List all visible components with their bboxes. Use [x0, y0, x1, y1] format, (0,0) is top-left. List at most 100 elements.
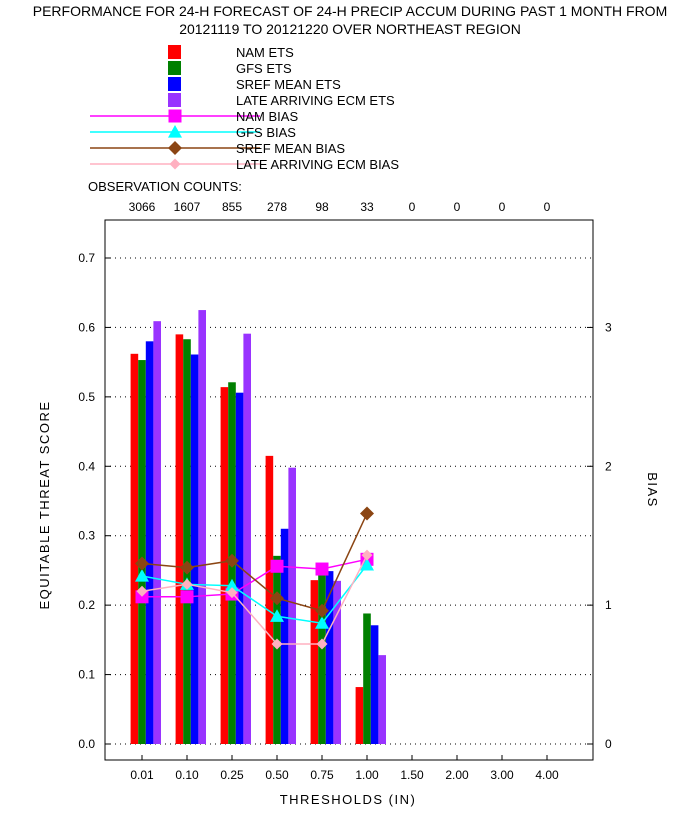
point-sref-mean-bias — [360, 506, 374, 521]
obs-count: 0 — [409, 200, 416, 214]
bar-nam-ets — [265, 455, 274, 744]
bar-sref-mean-ets — [235, 392, 244, 744]
x-tick-label: 0.01 — [130, 768, 154, 782]
y-tick-label: 0.7 — [78, 251, 95, 265]
obs-count: 0 — [544, 200, 551, 214]
point-nam-bias — [315, 562, 329, 576]
obs-count: 3066 — [129, 200, 156, 214]
y2-tick-label: 2 — [605, 459, 612, 473]
legend-label: SREF MEAN ETS — [236, 77, 341, 92]
line-late-arriving-ecm-bias — [141, 554, 368, 645]
legend-label: LATE ARRIVING ECM BIAS — [236, 157, 399, 172]
point-late-arriving-ecm-bias — [226, 587, 238, 599]
point-late-arriving-ecm-bias — [361, 549, 373, 561]
point-gfs-bias — [135, 568, 149, 582]
point-nam-bias — [180, 590, 194, 604]
point-gfs-bias — [315, 616, 329, 629]
bar-nam-ets — [175, 334, 184, 744]
line-sref-mean-bias — [141, 513, 368, 612]
bar-sref-mean-ets — [325, 571, 334, 744]
point-late-arriving-ecm-bias — [181, 578, 193, 590]
point-sref-mean-bias — [270, 591, 284, 606]
point-sref-mean-bias — [225, 553, 239, 568]
y2-tick-label: 1 — [605, 598, 612, 612]
y-tick-label: 0.3 — [78, 529, 95, 543]
bar-late-arriving-ecm-ets — [333, 580, 341, 744]
legend-marker-sref-mean-bias — [168, 141, 182, 155]
bar-late-arriving-ecm-ets — [198, 310, 206, 744]
legend-label: GFS ETS — [236, 61, 292, 76]
legend-swatch-sref-mean-ets — [168, 77, 181, 91]
obs-count: 0 — [499, 200, 506, 214]
legend-marker-gfs-bias — [168, 125, 182, 138]
legend-label: GFS BIAS — [236, 125, 296, 140]
y-tick-label: 0.2 — [78, 598, 95, 612]
point-nam-bias — [135, 590, 149, 604]
x-axis-label: THRESHOLDS (IN) — [280, 792, 417, 807]
x-tick-label: 1.00 — [355, 768, 379, 782]
bar-nam-ets — [355, 687, 364, 744]
legend-marker-nam-bias — [168, 109, 182, 123]
bar-sref-mean-ets — [370, 625, 379, 744]
bar-gfs-ets — [138, 360, 146, 744]
y-tick-label: 0.4 — [78, 459, 95, 473]
y-tick-label: 0.6 — [78, 320, 95, 334]
obs-count: 1607 — [174, 200, 201, 214]
bar-late-arriving-ecm-ets — [378, 655, 386, 744]
y-axis-label: EQUITABLE THREAT SCORE — [37, 400, 52, 609]
bar-nam-ets — [130, 353, 139, 744]
x-tick-label: 3.00 — [490, 768, 514, 782]
y-tick-label: 0.5 — [78, 390, 95, 404]
x-tick-label: 4.00 — [535, 768, 559, 782]
y-tick-label: 0.1 — [78, 668, 95, 682]
obs-count: 0 — [454, 200, 461, 214]
point-sref-mean-bias — [315, 603, 329, 618]
point-gfs-bias — [270, 609, 284, 622]
point-sref-mean-bias — [135, 556, 149, 571]
legend-label: NAM ETS — [236, 45, 294, 60]
bar-nam-ets — [310, 580, 319, 744]
bar-gfs-ets — [183, 339, 191, 744]
chart-title-line1: PERFORMANCE FOR 24-H FORECAST OF 24-H PR… — [32, 3, 668, 19]
x-tick-label: 0.50 — [265, 768, 289, 782]
bar-gfs-ets — [318, 573, 326, 744]
bar-sref-mean-ets — [145, 341, 154, 744]
legend-label: SREF MEAN BIAS — [236, 141, 345, 156]
y2-tick-label: 3 — [605, 320, 612, 334]
x-tick-label: 0.75 — [310, 768, 334, 782]
bar-late-arriving-ecm-ets — [288, 467, 296, 744]
legend-label: LATE ARRIVING ECM ETS — [236, 93, 395, 108]
bar-late-arriving-ecm-ets — [243, 333, 251, 744]
x-tick-label: 1.50 — [400, 768, 424, 782]
point-late-arriving-ecm-bias — [271, 638, 283, 650]
bar-nam-ets — [220, 387, 229, 744]
obs-count: 855 — [222, 200, 242, 214]
y2-tick-label: 0 — [605, 737, 612, 751]
obs-count: 278 — [267, 200, 287, 214]
legend-swatch-nam-ets — [168, 45, 181, 59]
bar-gfs-ets — [273, 555, 281, 744]
bar-sref-mean-ets — [190, 354, 199, 744]
y2-axis-label: BIAS — [645, 472, 660, 508]
chart-title-line2: 20121119 TO 20121220 OVER NORTHEAST REGI… — [179, 21, 521, 37]
legend-swatch-gfs-ets — [168, 61, 181, 75]
x-tick-label: 2.00 — [445, 768, 469, 782]
y-tick-label: 0.0 — [78, 737, 95, 751]
plot-frame — [104, 219, 594, 761]
point-nam-bias — [270, 559, 284, 573]
obs-count: 98 — [315, 200, 329, 214]
obs-count: 33 — [360, 200, 374, 214]
obs-counts-label: OBSERVATION COUNTS: — [88, 179, 242, 194]
point-sref-mean-bias — [180, 560, 194, 575]
legend-marker-late-arriving-ecm-bias — [169, 158, 181, 170]
x-tick-label: 0.25 — [220, 768, 244, 782]
point-gfs-bias — [360, 557, 374, 571]
line-gfs-bias — [141, 564, 368, 625]
legend-label: NAM BIAS — [236, 109, 298, 124]
point-late-arriving-ecm-bias — [136, 585, 148, 597]
point-late-arriving-ecm-bias — [316, 638, 328, 650]
legend-swatch-late-arriving-ecm-ets — [168, 93, 181, 107]
bar-gfs-ets — [363, 613, 371, 744]
bar-sref-mean-ets — [280, 528, 289, 744]
